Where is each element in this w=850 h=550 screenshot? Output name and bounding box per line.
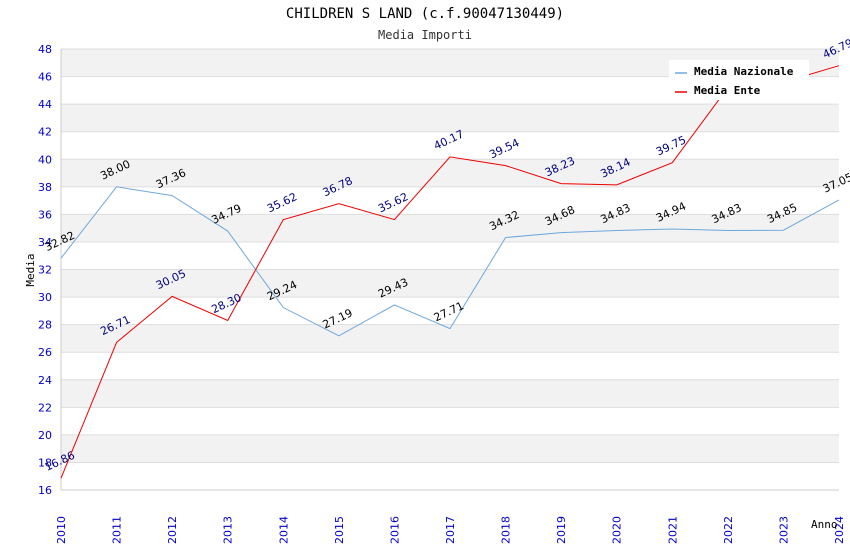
y-tick-label: 40 xyxy=(38,153,52,166)
legend: Media Nazionale Media Ente xyxy=(669,60,809,100)
grid-band xyxy=(61,214,839,242)
x-tick-label: 2011 xyxy=(111,516,124,544)
grid-band xyxy=(61,379,839,408)
grid-band xyxy=(61,131,839,160)
x-tick-label: 2019 xyxy=(555,516,568,544)
y-tick-label: 24 xyxy=(38,374,52,387)
x-tick-label: 2010 xyxy=(55,516,68,544)
y-tick-label: 26 xyxy=(38,346,52,359)
x-tick-label: 2012 xyxy=(166,516,179,544)
legend-label-media-nazionale: Media Nazionale xyxy=(694,65,794,78)
y-axis-label: Media xyxy=(24,253,37,286)
x-tick-label: 2013 xyxy=(222,516,235,544)
grid-band xyxy=(61,297,839,325)
y-tick-label: 38 xyxy=(38,181,52,194)
x-tick-label: 2024 xyxy=(833,516,846,544)
chart-subtitle: Media Importi xyxy=(378,28,472,42)
x-tick-label: 2016 xyxy=(388,516,401,544)
x-tick-label: 2014 xyxy=(277,516,290,544)
y-tick-label: 48 xyxy=(38,43,52,56)
grid-band xyxy=(61,434,839,463)
x-tick-label: 2018 xyxy=(500,516,513,544)
x-tick-label: 2015 xyxy=(333,516,346,544)
x-tick-label: 2020 xyxy=(611,516,624,544)
y-tick-label: 28 xyxy=(38,319,52,332)
grid-bands xyxy=(60,48,839,491)
x-axis-ticks: 2010 2011 2012 2013 2014 2015 2016 2017 2018 2019… xyxy=(55,516,846,544)
x-axis-label: Anno xyxy=(811,518,838,531)
grid-band xyxy=(61,407,839,435)
grid-band xyxy=(61,241,839,270)
grid-band xyxy=(61,159,839,187)
series-lines xyxy=(60,65,840,479)
x-tick-label: 2017 xyxy=(444,516,457,544)
y-tick-label: 42 xyxy=(38,126,52,139)
grid-band xyxy=(61,269,839,298)
y-tick-label: 44 xyxy=(38,98,52,111)
grid-band xyxy=(61,462,839,490)
y-tick-label: 22 xyxy=(38,401,52,414)
x-tick-label: 2022 xyxy=(722,516,735,544)
chart-title: CHILDREN S LAND (c.f.90047130449) xyxy=(286,6,564,22)
grid-band xyxy=(61,352,839,380)
y-tick-label: 20 xyxy=(38,429,52,442)
grid-band xyxy=(61,324,839,353)
y-tick-label: 30 xyxy=(38,291,52,304)
grid-band xyxy=(61,104,839,132)
y-tick-label: 18 xyxy=(38,456,52,469)
y-axis-ticks: 16 18 20 22 24 26 28 30 32 34 36 38 40 42 44 46 48 xyxy=(38,43,52,497)
series-line-media-nazionale xyxy=(60,186,840,337)
y-tick-label: 34 xyxy=(38,236,52,249)
y-tick-label: 36 xyxy=(38,208,52,221)
series-line-media-ente xyxy=(60,65,840,479)
y-tick-label: 32 xyxy=(38,264,52,277)
x-tick-label: 2021 xyxy=(666,516,679,544)
y-tick-label: 16 xyxy=(38,484,52,497)
legend-label-media-ente: Media Ente xyxy=(694,84,761,97)
grid-band xyxy=(61,186,839,215)
legend-box xyxy=(669,60,809,100)
y-tick-label: 46 xyxy=(38,71,52,84)
x-tick-label: 2023 xyxy=(777,516,790,544)
